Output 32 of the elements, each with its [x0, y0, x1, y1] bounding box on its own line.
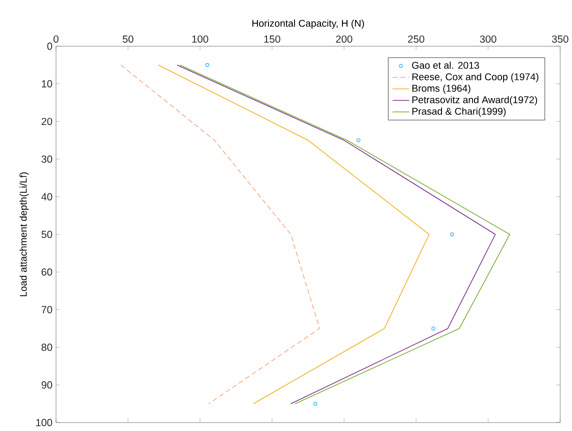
x-tick-label: 300 — [480, 35, 496, 43]
x-axis-title: Horizontal Capacity, H (N) — [252, 19, 364, 29]
x-tick-label: 350 — [552, 35, 568, 43]
y-tick-label: 10 — [42, 80, 52, 88]
y-tick-label: 90 — [42, 381, 52, 388]
y-axis-title: Load attachment depth(Li/Lf) — [20, 172, 29, 296]
x-tick-label: 250 — [408, 35, 424, 43]
legend-label: Gao et al. 2013 — [412, 61, 480, 69]
point — [313, 402, 318, 406]
x-tick-label: 50 — [122, 35, 134, 43]
legend-label: Petrasovitz and Award(1972) — [412, 96, 538, 105]
y-tick-label: 50 — [42, 230, 52, 238]
point — [205, 62, 210, 67]
point — [431, 326, 436, 330]
x-tick-label: 0 — [54, 35, 58, 43]
point — [356, 138, 360, 142]
y-tick-label: 40 — [41, 192, 52, 200]
y-tick-label: 0 — [47, 42, 52, 50]
y-tick-label: 100 — [36, 418, 52, 426]
legend-label: Prasad & Chari(1999) — [412, 107, 506, 116]
x-tick-label: 150 — [264, 35, 280, 43]
y-tick-label: 30 — [42, 155, 52, 163]
x-tick-label: 200 — [336, 35, 352, 43]
legend-label: Broms (1964) — [412, 84, 470, 94]
legend-label: Reese, Cox and Coop (1974) — [412, 72, 538, 82]
point — [450, 232, 454, 236]
y-tick-label: 60 — [42, 268, 52, 276]
y-tick-label: 80 — [42, 343, 52, 351]
y-tick-label: 70 — [42, 306, 52, 314]
y-tick-label: 20 — [42, 118, 52, 125]
x-tick-label: 100 — [192, 35, 208, 43]
line-series — [120, 64, 320, 404]
